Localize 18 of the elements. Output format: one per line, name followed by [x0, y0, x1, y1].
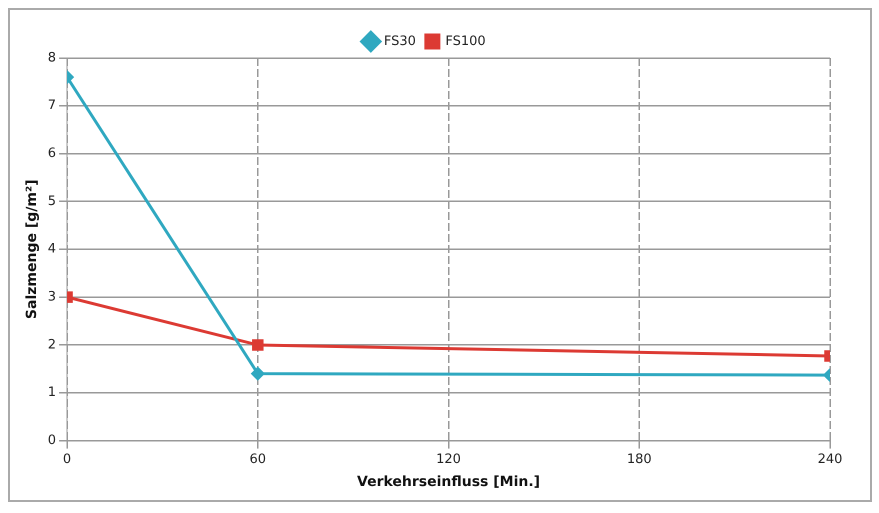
y-tick-label: 6: [48, 146, 56, 162]
x-axis-title: Verkehrseinfluss [Min.]: [357, 474, 540, 490]
x-tick-label: 180: [626, 452, 652, 467]
legend-label: FS100: [445, 34, 486, 49]
x-tick-label: 120: [436, 452, 461, 467]
y-axis-title: Salzmenge [g/m²]: [24, 180, 40, 320]
y-tick-label: 1: [48, 385, 56, 400]
x-tick-label: 240: [818, 452, 842, 467]
x-tick-label: 60: [250, 452, 266, 467]
legend-label: FS30: [384, 34, 416, 49]
y-tick-label: 7: [48, 98, 56, 114]
y-tick-label: 4: [48, 242, 56, 257]
y-tick-label: 5: [48, 194, 56, 209]
x-tick-label: 0: [62, 452, 72, 467]
y-tick-label: 2: [48, 337, 56, 352]
y-tick-label: 8: [48, 50, 56, 66]
y-tick-label: 3: [48, 290, 56, 304]
y-tick-label: 0: [48, 432, 56, 448]
